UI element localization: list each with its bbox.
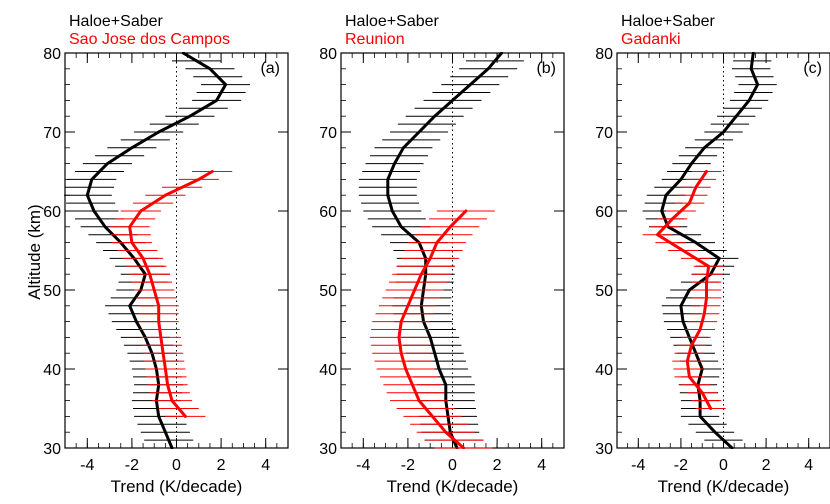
panel-title-line2: Reunion xyxy=(345,31,405,48)
panel-title-line1: Haloe+Saber xyxy=(621,13,716,30)
series-haloe-saber xyxy=(642,52,777,449)
series-station xyxy=(109,170,233,418)
x-tick-label: -4 xyxy=(80,457,94,474)
y-tick-label: 40 xyxy=(43,362,61,379)
panel-title-line1: Haloe+Saber xyxy=(69,13,164,30)
x-tick-label: 4 xyxy=(261,457,270,474)
y-tick-label: 80 xyxy=(319,46,337,63)
x-tick-label: 4 xyxy=(804,457,813,474)
x-tick-label: 2 xyxy=(493,457,502,474)
plot-area xyxy=(358,52,531,449)
x-tick-label: 0 xyxy=(448,457,457,474)
y-tick-label: 60 xyxy=(43,204,61,221)
panel-label: (a) xyxy=(260,60,280,77)
y-tick-label: 50 xyxy=(319,283,337,300)
x-axis-label: Trend (K/decade) xyxy=(658,477,790,496)
x-tick-label: 2 xyxy=(762,457,771,474)
trend-profile-line xyxy=(128,170,214,418)
y-tick-label: 30 xyxy=(319,441,337,458)
series-station xyxy=(369,209,495,449)
x-tick-label: -4 xyxy=(356,457,370,474)
x-tick-label: -2 xyxy=(674,457,688,474)
x-axis-label: Trend (K/decade) xyxy=(387,477,519,496)
panel-label: (b) xyxy=(536,60,556,77)
y-tick-label: 70 xyxy=(595,125,613,142)
y-tick-label: 60 xyxy=(595,204,613,221)
y-tick-label: 60 xyxy=(319,204,337,221)
plot-area xyxy=(642,52,777,449)
panel-title-line2: Gadanki xyxy=(621,31,681,48)
panel-title-line1: Haloe+Saber xyxy=(345,13,440,30)
panel-label: (c) xyxy=(803,60,822,77)
y-tick-label: 70 xyxy=(43,125,61,142)
y-tick-label: 50 xyxy=(43,283,61,300)
x-tick-label: -2 xyxy=(125,457,139,474)
x-tick-label: -4 xyxy=(631,457,645,474)
x-tick-label: 4 xyxy=(537,457,546,474)
y-tick-label: 30 xyxy=(595,441,613,458)
y-tick-label: 40 xyxy=(595,362,613,379)
y-tick-label: 30 xyxy=(43,441,61,458)
y-tick-label: 50 xyxy=(595,283,613,300)
plot-area xyxy=(64,52,251,449)
x-tick-label: 0 xyxy=(172,457,181,474)
series-station xyxy=(642,170,726,410)
y-tick-label: 40 xyxy=(319,362,337,379)
x-tick-label: 2 xyxy=(217,457,226,474)
y-axis-label: Altitude (km) xyxy=(25,204,44,299)
y-tick-label: 80 xyxy=(595,46,613,63)
y-tick-label: 80 xyxy=(43,46,61,63)
trend-profile-line xyxy=(656,170,713,410)
x-tick-label: 0 xyxy=(719,457,728,474)
panel-title-line2: Sao Jose dos Campos xyxy=(69,31,230,48)
trend-profile-line xyxy=(397,209,468,449)
y-tick-label: 70 xyxy=(319,125,337,142)
trend-profile-line xyxy=(660,52,760,449)
x-axis-label: Trend (K/decade) xyxy=(111,477,243,496)
x-tick-label: -2 xyxy=(401,457,415,474)
